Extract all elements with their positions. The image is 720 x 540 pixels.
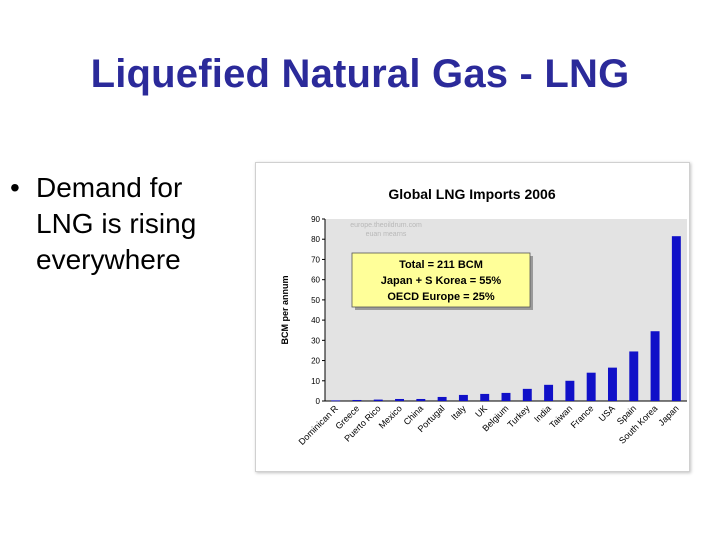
x-tick-label: Taiwan (547, 403, 574, 430)
y-tick-label: 10 (311, 377, 320, 386)
y-tick-label: 60 (311, 276, 320, 285)
y-axis-label: BCM per annum (280, 275, 290, 344)
bar-france (586, 372, 596, 401)
x-tick-label: Mexico (377, 403, 404, 430)
bar-south-korea (650, 331, 660, 401)
bar-italy (458, 394, 468, 401)
x-tick-label: Japan (656, 403, 680, 427)
watermark-line: europe.theoildrum.com (350, 222, 422, 229)
annotation-box: Total = 211 BCM Japan + S Korea = 55% OECD… (351, 252, 533, 310)
y-tick-label: 30 (311, 336, 320, 345)
bar-uk (480, 393, 490, 401)
bar-belgium (501, 392, 511, 401)
slide-title: Liquefied Natural Gas - LNG (90, 52, 630, 96)
annotation-line: Japan + S Korea = 55% (381, 275, 502, 287)
annotation-line: OECD Europe = 25% (387, 291, 495, 303)
bars (331, 236, 681, 402)
watermark-line: euan mearns (366, 231, 407, 238)
bar-portugal (437, 396, 447, 401)
bar-puerto-rico (373, 399, 383, 401)
bar-india (544, 384, 554, 401)
bar-spain (629, 351, 639, 401)
bar-usa (607, 367, 617, 401)
bar-turkey (522, 388, 532, 401)
x-tick-label: Italy (449, 403, 468, 422)
bullet-point-icon: • (10, 172, 20, 203)
bullet-text: Demand for LNG is rising everywhere (36, 172, 197, 275)
lng-imports-chart: Global LNG Imports 2006 0 10 20 30 40 50 60 70 8… (280, 186, 687, 447)
y-tick-label: 80 (311, 235, 320, 244)
y-tick-label: 90 (311, 215, 320, 224)
x-tick-label: UK (473, 403, 489, 419)
bar-taiwan (565, 380, 575, 401)
chart-panel: Global LNG Imports 2006 0 10 20 30 40 50 60 70 8… (255, 162, 690, 472)
bullet-list: • Demand for LNG is rising everywhere (10, 170, 240, 278)
chart-title: Global LNG Imports 2006 (388, 186, 555, 202)
y-tick-label: 0 (316, 397, 321, 406)
y-tick-label: 70 (311, 255, 320, 264)
x-tick-label: France (569, 403, 596, 430)
y-tick-label: 50 (311, 296, 320, 305)
bar-greece (352, 399, 362, 401)
watermark: europe.theoildrum.com euan mearns (350, 222, 422, 238)
annotation-background (351, 252, 531, 308)
bar-mexico (395, 398, 405, 401)
x-tick-label: Turkey (505, 403, 532, 430)
bar-dominican-r (331, 400, 341, 402)
y-tick-label: 40 (311, 316, 320, 325)
y-tick-label: 20 (311, 357, 320, 366)
annotation-line: Total = 211 BCM (399, 259, 483, 271)
x-tick-label: USA (597, 403, 617, 423)
bar-china (416, 398, 426, 401)
bar-japan (671, 236, 681, 401)
